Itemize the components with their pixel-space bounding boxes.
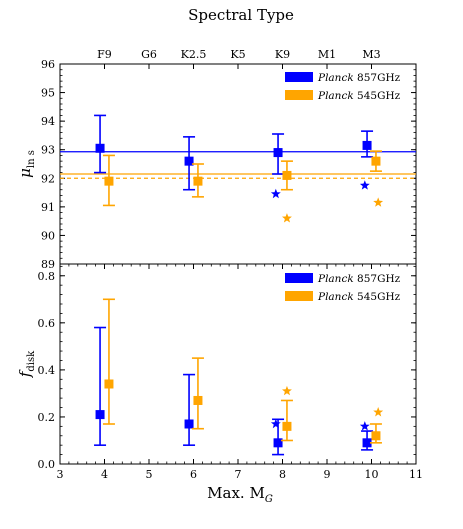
spectral-tick-label: F9 [97, 48, 112, 61]
data-point [95, 410, 105, 420]
mg-ticks: 3 4 5 6 7 8 9 10 11 [57, 264, 423, 481]
star-marker [373, 197, 384, 207]
data-point [371, 156, 381, 166]
data-point [282, 170, 292, 180]
legend-bottom-label-857: Planck 857GHz [317, 273, 401, 285]
spectral-tick-label: K9 [275, 48, 290, 61]
x-tick-label: 5 [146, 468, 153, 481]
data-point [184, 419, 194, 429]
data-point [362, 140, 372, 150]
star-marker [270, 188, 281, 199]
spectral-type-label: Spectral Type [188, 6, 294, 24]
legend-top-swatch-545 [285, 90, 313, 100]
data-point [282, 421, 292, 431]
data-point [104, 176, 114, 186]
x-tick-label: 6 [190, 468, 197, 481]
y-tick-label: 93 [41, 144, 55, 157]
star-marker [359, 421, 370, 431]
spectral-tick-label: G6 [141, 48, 157, 61]
legend-top-swatch-857 [285, 72, 313, 82]
legend-bottom-swatch-545 [285, 291, 313, 301]
f-disk-ticks: 0.0 0.2 0.4 0.6 0.8 [38, 265, 416, 471]
y-tick-label: 0.2 [38, 411, 56, 424]
panel-f-disk: 3 4 5 6 7 8 9 10 11 0.0 0.2 0.4 0.6 0.8 fdisk Max. M… [16, 263, 423, 505]
mu-ticks: 89 90 91 92 93 94 95 96 [41, 58, 416, 271]
y-tick-label: 91 [41, 201, 55, 214]
data-point [184, 156, 194, 166]
x-tick-label: 4 [101, 468, 108, 481]
spectral-type-ticks: F9 G6 K2.5 K5 K9 M1 M3 [97, 48, 381, 69]
data-point [362, 438, 372, 448]
y-tick-label: 94 [41, 115, 55, 128]
spectral-tick-label: M1 [318, 48, 336, 61]
star-marker [359, 180, 370, 190]
data-point [95, 143, 105, 153]
y-tick-label: 96 [41, 58, 55, 71]
legend-top-label-545: Planck 545GHz [317, 90, 401, 102]
data-point [193, 176, 203, 186]
y-tick-label: 89 [41, 258, 55, 271]
legend-top: Planck 857GHz Planck 545GHz [285, 72, 401, 102]
star-marker [373, 407, 384, 417]
spectral-tick-label: K5 [230, 48, 245, 61]
legend-bottom: Planck 857GHz Planck 545GHz [285, 273, 401, 303]
legend-bottom-swatch-857 [285, 273, 313, 283]
y-tick-label: 0.4 [38, 364, 56, 377]
x-tick-label: 9 [324, 468, 331, 481]
mu-markers [60, 114, 416, 223]
data-point [273, 148, 283, 158]
x-tick-label: 7 [235, 468, 242, 481]
data-point [371, 431, 381, 441]
f-disk-ylabel: fdisk [16, 350, 37, 378]
y-tick-label: 0.8 [38, 270, 56, 283]
data-point [273, 438, 283, 448]
mu-ylabel: μln s [16, 150, 37, 178]
star-marker [282, 385, 292, 396]
spectral-tick-label: K2.5 [181, 48, 207, 61]
x-tick-label: 10 [365, 468, 379, 481]
y-tick-label: 0.0 [38, 458, 56, 471]
y-tick-label: 95 [41, 87, 55, 100]
spectral-tick-label: M3 [362, 48, 380, 61]
y-tick-label: 92 [41, 172, 55, 185]
mg-xlabel: Max. MG [207, 484, 273, 505]
star-marker [270, 418, 281, 429]
f-disk-markers [94, 298, 384, 456]
legend-top-label-857: Planck 857GHz [317, 72, 401, 84]
x-tick-label: 11 [409, 468, 423, 481]
x-tick-label: 8 [279, 468, 286, 481]
legend-bottom-label-545: Planck 545GHz [317, 291, 401, 303]
star-marker [282, 213, 292, 223]
y-tick-label: 90 [41, 229, 55, 242]
data-point [193, 395, 203, 405]
data-point [104, 379, 114, 389]
y-tick-label: 0.6 [38, 317, 56, 330]
x-tick-label: 3 [57, 468, 64, 481]
